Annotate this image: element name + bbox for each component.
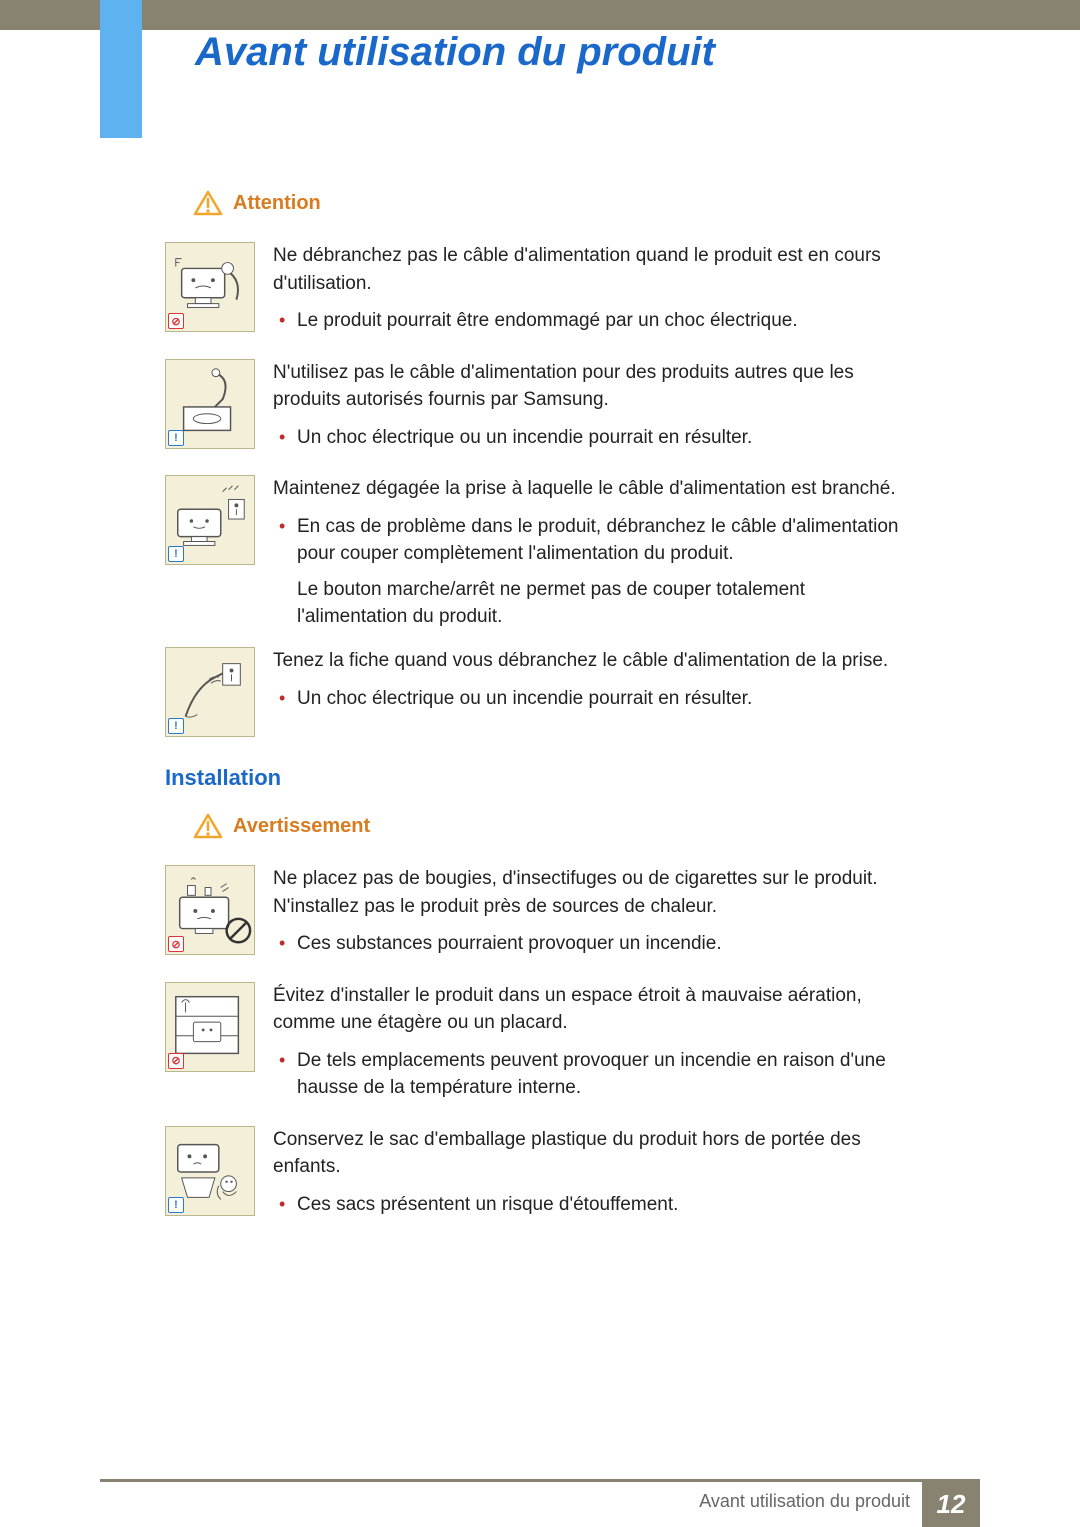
item-bullets: Le produit pourrait être endommagé par u… xyxy=(273,307,915,335)
bullet: Un choc électrique ou un incendie pourra… xyxy=(297,685,915,713)
item-bullets: Un choc électrique ou un incendie pourra… xyxy=(273,424,915,452)
bullet: Le produit pourrait être endommagé par u… xyxy=(297,307,915,335)
item-lead: Maintenez dégagée la prise à laquelle le… xyxy=(273,475,915,503)
item-bullets: Un choc électrique ou un incendie pourra… xyxy=(273,685,915,713)
bullet: Ces sacs présentent un risque d'étouffem… xyxy=(297,1191,915,1219)
footer: Avant utilisation du produit 12 xyxy=(0,1479,1080,1527)
avertissement-heading: Avertissement xyxy=(193,813,915,839)
warning-triangle-icon xyxy=(193,813,223,839)
info-icon: ! xyxy=(168,1197,184,1213)
item-lead: Ne débranchez pas le câble d'alimentatio… xyxy=(273,242,915,297)
bullet: Ces substances pourraient provoquer un i… xyxy=(297,930,915,958)
chapter-marker xyxy=(100,0,142,138)
illustration-icon: ! xyxy=(165,1126,255,1216)
bullet: En cas de problème dans le produit, débr… xyxy=(297,513,915,568)
safety-item: ⊘ Ne débranchez pas le câble d'alimentati… xyxy=(165,242,915,343)
safety-item: ⊘ Évitez d'installer le produit dans un e… xyxy=(165,982,915,1110)
footer-chapter: Avant utilisation du produit xyxy=(699,1491,910,1512)
illustration-icon: ! xyxy=(165,647,255,737)
attention-label: Attention xyxy=(233,192,321,215)
item-bullets: Ces sacs présentent un risque d'étouffem… xyxy=(273,1191,915,1219)
bullet: De tels emplacements peuvent provoquer u… xyxy=(297,1047,915,1102)
illustration-icon: ⊘ xyxy=(165,982,255,1072)
item-text: Ne débranchez pas le câble d'alimentatio… xyxy=(273,242,915,343)
prohibit-icon: ⊘ xyxy=(168,936,184,952)
warning-triangle-icon xyxy=(193,190,223,216)
item-text: Conservez le sac d'emballage plastique d… xyxy=(273,1126,915,1227)
bullet: Un choc électrique ou un incendie pourra… xyxy=(297,424,915,452)
item-bullets: De tels emplacements peuvent provoquer u… xyxy=(273,1047,915,1102)
manual-page: Avant utilisation du produit Attention ⊘… xyxy=(0,0,1080,1527)
illustration-icon: ! xyxy=(165,475,255,565)
safety-item: ! Maintenez dégagée la prise à laquelle l… xyxy=(165,475,915,631)
item-lead: Conservez le sac d'emballage plastique d… xyxy=(273,1126,915,1181)
item-text: Maintenez dégagée la prise à laquelle le… xyxy=(273,475,915,631)
safety-item: ! Tenez la fiche quand vous débranchez le… xyxy=(165,647,915,737)
item-lead: N'utilisez pas le câble d'alimentation p… xyxy=(273,359,915,414)
content: Attention ⊘ Ne débranchez pas le câble d'… xyxy=(165,190,915,1242)
chapter-title: Avant utilisation du produit xyxy=(195,30,715,75)
prohibit-icon: ⊘ xyxy=(168,313,184,329)
item-lead: Ne placez pas de bougies, d'insectifuges… xyxy=(273,865,915,920)
illustration-icon: ! xyxy=(165,359,255,449)
info-icon: ! xyxy=(168,546,184,562)
safety-item: ! Conservez le sac d'emballage plastique … xyxy=(165,1126,915,1227)
item-text: Évitez d'installer le produit dans un es… xyxy=(273,982,915,1110)
item-note: Le bouton marche/arrêt ne permet pas de … xyxy=(273,576,915,631)
illustration-icon: ⊘ xyxy=(165,865,255,955)
footer-line xyxy=(100,1479,980,1482)
item-text: Ne placez pas de bougies, d'insectifuges… xyxy=(273,865,915,966)
item-bullets: En cas de problème dans le produit, débr… xyxy=(273,513,915,568)
avertissement-label: Avertissement xyxy=(233,815,370,838)
item-lead: Évitez d'installer le produit dans un es… xyxy=(273,982,915,1037)
item-text: Tenez la fiche quand vous débranchez le … xyxy=(273,647,915,720)
attention-heading: Attention xyxy=(193,190,915,216)
item-lead: Tenez la fiche quand vous débranchez le … xyxy=(273,647,915,675)
attention-items: ⊘ Ne débranchez pas le câble d'alimentati… xyxy=(165,242,915,737)
prohibit-icon: ⊘ xyxy=(168,1053,184,1069)
info-icon: ! xyxy=(168,430,184,446)
illustration-icon: ⊘ xyxy=(165,242,255,332)
safety-item: ⊘ Ne placez pas de bougies, d'insectifuge… xyxy=(165,865,915,966)
safety-item: ! N'utilisez pas le câble d'alimentation … xyxy=(165,359,915,460)
item-bullets: Ces substances pourraient provoquer un i… xyxy=(273,930,915,958)
installation-title: Installation xyxy=(165,765,915,791)
header-bar xyxy=(0,0,1080,30)
info-icon: ! xyxy=(168,718,184,734)
installation-items: ⊘ Ne placez pas de bougies, d'insectifuge… xyxy=(165,865,915,1226)
item-text: N'utilisez pas le câble d'alimentation p… xyxy=(273,359,915,460)
page-number: 12 xyxy=(922,1482,980,1527)
